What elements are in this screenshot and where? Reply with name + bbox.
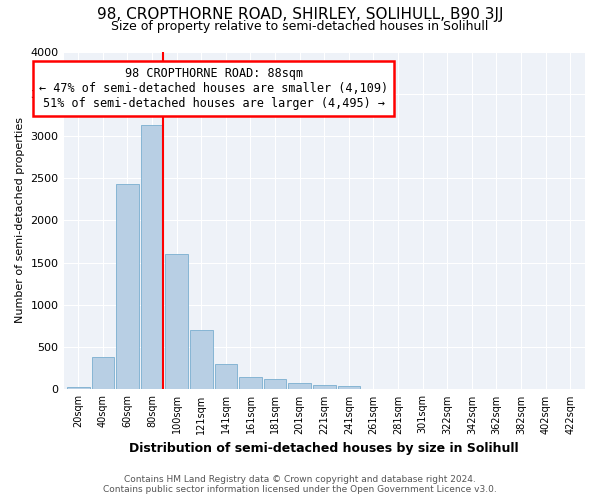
Bar [92,358,114,390]
Bar [190,330,212,390]
Bar [141,125,163,390]
Bar [116,184,139,390]
Bar [313,385,335,390]
X-axis label: Distribution of semi-detached houses by size in Solihull: Distribution of semi-detached houses by … [130,442,519,455]
Bar [338,386,360,390]
Text: Contains HM Land Registry data © Crown copyright and database right 2024.
Contai: Contains HM Land Registry data © Crown c… [103,474,497,494]
Bar [264,380,286,390]
Bar [166,254,188,390]
Bar [215,364,237,390]
Y-axis label: Number of semi-detached properties: Number of semi-detached properties [15,118,25,324]
Text: 98, CROPTHORNE ROAD, SHIRLEY, SOLIHULL, B90 3JJ: 98, CROPTHORNE ROAD, SHIRLEY, SOLIHULL, … [97,8,503,22]
Text: Size of property relative to semi-detached houses in Solihull: Size of property relative to semi-detach… [112,20,488,33]
Bar [289,382,311,390]
Text: 98 CROPTHORNE ROAD: 88sqm
← 47% of semi-detached houses are smaller (4,109)
51% : 98 CROPTHORNE ROAD: 88sqm ← 47% of semi-… [39,66,388,110]
Bar [239,377,262,390]
Bar [67,387,89,390]
